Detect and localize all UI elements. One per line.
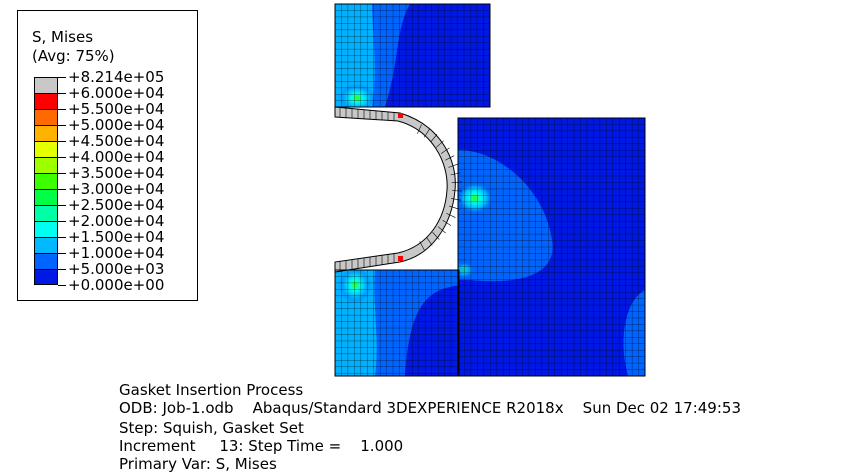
legend-swatch xyxy=(34,253,58,269)
step-info: Step: Squish, Gasket Set xyxy=(119,419,304,437)
legend-swatch xyxy=(34,125,58,141)
legend-tick xyxy=(58,173,66,174)
legend-swatch xyxy=(34,141,58,157)
legend-value: +5.000e+03 xyxy=(68,260,165,278)
legend-value: +3.000e+04 xyxy=(68,180,165,198)
legend-swatch xyxy=(34,109,58,125)
legend-swatch xyxy=(34,221,58,237)
primary-var-info: Primary Var: S, Mises xyxy=(119,455,277,473)
legend-swatch xyxy=(34,93,58,109)
legend-swatch xyxy=(34,77,58,93)
legend-value: +8.214e+05 xyxy=(68,68,165,86)
odb-info: ODB: Job-1.odb Abaqus/Standard 3DEXPERIE… xyxy=(119,399,741,417)
legend-value: +6.000e+04 xyxy=(68,84,165,102)
model-title: Gasket Insertion Process xyxy=(119,381,304,399)
legend-tick xyxy=(58,93,66,94)
legend-value: +0.000e+00 xyxy=(68,276,165,294)
gasket-hotspot xyxy=(398,256,403,261)
legend-tick xyxy=(58,77,66,78)
legend-tick xyxy=(58,269,66,270)
legend-tick xyxy=(58,285,66,286)
legend-tick xyxy=(58,109,66,110)
legend-value: +3.500e+04 xyxy=(68,164,165,182)
legend-tick xyxy=(58,205,66,206)
bottom-block-outline xyxy=(334,269,460,377)
legend-tick xyxy=(58,157,66,158)
legend-value: +1.500e+04 xyxy=(68,228,165,246)
legend-tick xyxy=(58,189,66,190)
legend-swatch xyxy=(34,157,58,173)
increment-info: Increment 13: Step Time = 1.000 xyxy=(119,437,404,455)
legend-value: +5.000e+04 xyxy=(68,116,165,134)
legend-value: +4.000e+04 xyxy=(68,148,165,166)
fe-model xyxy=(334,3,646,377)
legend-color-bar xyxy=(34,77,58,285)
legend-value: +2.500e+04 xyxy=(68,196,165,214)
top-block-outline xyxy=(334,3,491,108)
legend-tick xyxy=(58,221,66,222)
right-block-mesh xyxy=(457,117,645,377)
legend-swatch xyxy=(34,237,58,253)
gasket xyxy=(334,106,456,273)
legend-tick xyxy=(58,141,66,142)
legend-swatch xyxy=(34,189,58,205)
legend-value: +1.000e+04 xyxy=(68,244,165,262)
legend-value: +5.500e+04 xyxy=(68,100,165,118)
legend-value: +4.500e+04 xyxy=(68,132,165,150)
contour-legend: S, Mises (Avg: 75%) +8.214e+05 +6.000e+04… xyxy=(17,10,198,301)
gasket-mesh xyxy=(339,107,462,272)
legend-averaging: (Avg: 75%) xyxy=(32,47,115,65)
legend-swatch xyxy=(34,205,58,221)
legend-tick xyxy=(58,125,66,126)
bottom-block-contours xyxy=(335,270,459,376)
legend-swatch xyxy=(34,269,58,285)
gasket-hotspot xyxy=(398,113,403,118)
legend-title: S, Mises xyxy=(32,28,94,46)
legend-value: +2.000e+04 xyxy=(68,212,165,230)
legend-swatch xyxy=(34,173,58,189)
legend-tick xyxy=(58,237,66,238)
right-block-outline xyxy=(457,117,646,377)
legend-tick xyxy=(58,253,66,254)
